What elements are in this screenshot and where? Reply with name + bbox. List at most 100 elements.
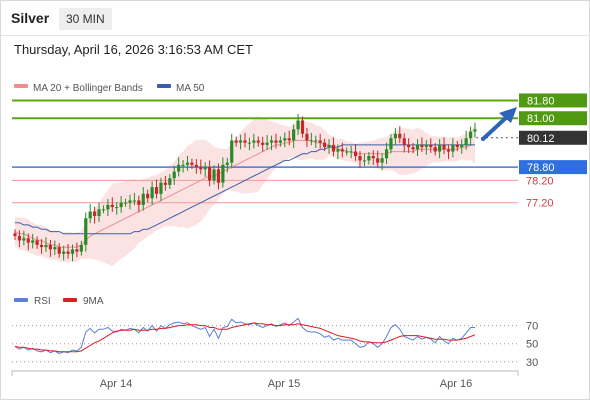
candle-body xyxy=(181,164,185,166)
candle-body xyxy=(358,156,362,161)
candle-body xyxy=(203,167,207,170)
candle-body xyxy=(177,164,181,172)
label-s1-box xyxy=(519,160,587,175)
rsi-line xyxy=(14,317,475,355)
x-tick-label: Apr 14 xyxy=(100,378,132,390)
rsi-ma-legend-label: 9MA xyxy=(83,296,104,307)
candle-body xyxy=(48,244,52,250)
label-current-text: 80.12 xyxy=(527,133,555,145)
candle-body xyxy=(256,140,260,143)
ma50-legend-label: MA 50 xyxy=(176,83,205,94)
candle-body xyxy=(190,162,194,165)
candle-body xyxy=(208,167,212,181)
candle-body xyxy=(119,202,123,208)
candle-body xyxy=(349,151,353,153)
candle-body xyxy=(44,244,48,248)
candle-body xyxy=(287,138,291,141)
candle-body xyxy=(17,236,22,241)
candle-body xyxy=(57,247,61,254)
candle-body xyxy=(384,149,389,159)
candle-body xyxy=(247,142,252,144)
price-labels: 81.80 81.00 80.12 78.80 78.20 77.20 xyxy=(519,93,587,210)
candle-body xyxy=(62,251,66,254)
rsi-tick-50: 50 xyxy=(526,339,538,351)
candle-body xyxy=(79,244,83,252)
candle-body xyxy=(265,142,269,145)
ma50-legend-swatch xyxy=(157,84,171,88)
candle-body xyxy=(93,211,97,216)
candle-body xyxy=(146,193,150,199)
candle-body xyxy=(433,147,437,152)
candle-body xyxy=(137,200,141,205)
candle-body xyxy=(283,138,287,141)
header-divider xyxy=(1,35,589,36)
price-plot xyxy=(12,99,518,267)
candle-body xyxy=(269,140,274,143)
candle-body xyxy=(296,120,300,130)
forecast-arrow-head xyxy=(499,107,517,123)
candle-body xyxy=(123,202,128,204)
candle-body xyxy=(314,140,318,142)
candle-body xyxy=(35,240,39,245)
instrument-title: Silver xyxy=(11,10,50,26)
candle-body xyxy=(451,144,455,152)
candle-body xyxy=(110,204,114,208)
candle-body xyxy=(353,151,358,156)
candle-body xyxy=(97,209,101,216)
candle-body xyxy=(128,200,132,203)
candle-body xyxy=(132,200,137,202)
timeframe-badge[interactable]: 30 MIN xyxy=(59,8,112,30)
candle-body xyxy=(154,187,159,194)
candle-body xyxy=(455,144,459,148)
candle-body xyxy=(168,178,172,185)
candle-body xyxy=(88,211,92,219)
label-r1: 81.00 xyxy=(519,111,587,126)
x-axis: Apr 14 Apr 15 Apr 16 xyxy=(11,370,519,390)
candle-body xyxy=(380,158,384,163)
rsi-tick-70: 70 xyxy=(526,321,538,333)
ma50-line xyxy=(15,144,475,235)
forecast-arrow xyxy=(481,107,517,141)
chart-datetime: Thursday, April 16, 2026 3:16:53 AM CET xyxy=(14,42,253,57)
label-r2-box xyxy=(519,93,587,108)
candle-body xyxy=(261,142,265,145)
label-s1-text: 78.80 xyxy=(527,162,555,174)
candle-body xyxy=(376,158,380,163)
rsi-ma-line xyxy=(14,322,476,353)
candle-body xyxy=(252,140,256,143)
candle-body xyxy=(438,144,442,152)
candle-body xyxy=(464,138,468,145)
candle-body xyxy=(53,247,57,250)
candle-body xyxy=(411,147,415,150)
label-s3-text: 77.20 xyxy=(526,198,554,210)
candles xyxy=(13,113,477,262)
ma20-legend-label: MA 20 + Bollinger Bands xyxy=(33,83,143,94)
candle-body xyxy=(159,182,163,194)
candle-body xyxy=(216,169,221,183)
candle-body xyxy=(194,164,198,168)
candle-body xyxy=(424,144,428,148)
candle-body xyxy=(336,149,340,152)
candle-body xyxy=(199,167,203,170)
label-r2-text: 81.80 xyxy=(527,95,555,107)
candle-body xyxy=(305,133,309,141)
x-tick-label: Apr 15 xyxy=(268,378,300,390)
candle-body xyxy=(371,156,375,159)
rsi-legend-label: RSI xyxy=(34,296,51,307)
candle-body xyxy=(415,144,420,150)
candle-body xyxy=(278,140,282,143)
rsi-tick-30: 30 xyxy=(526,357,538,369)
candle-body xyxy=(26,238,30,243)
ma20-line xyxy=(14,139,475,248)
candle-body xyxy=(212,169,216,181)
candle-body xyxy=(106,204,110,210)
candle-body xyxy=(292,129,296,141)
price-legend: MA 20 + Bollinger Bands MA 50 xyxy=(14,83,205,94)
candle-body xyxy=(230,140,234,163)
rsi-legend: RSI 9MA xyxy=(14,296,104,307)
candle-body xyxy=(345,151,349,153)
candle-body xyxy=(318,140,322,143)
candle-body xyxy=(101,209,106,211)
